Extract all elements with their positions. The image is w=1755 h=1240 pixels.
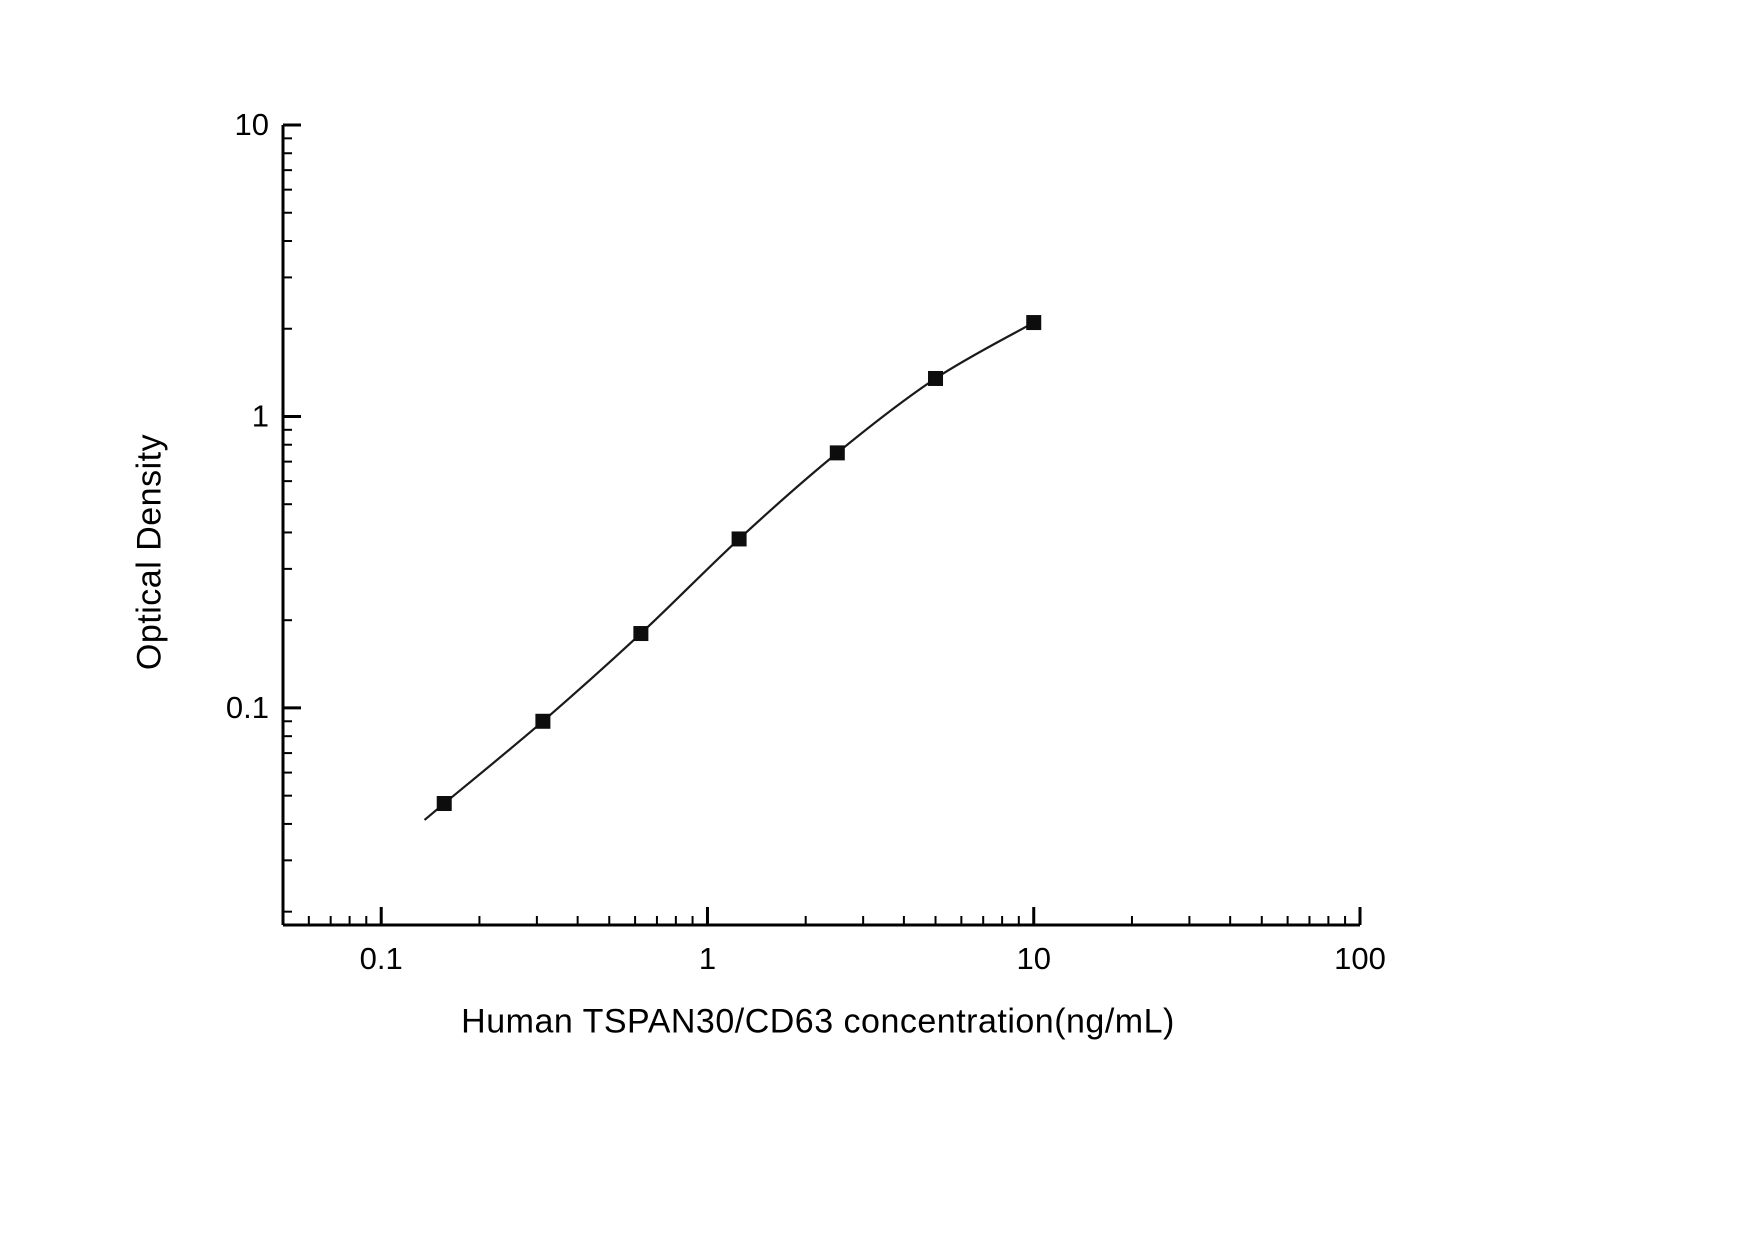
- data-point-marker: [633, 626, 649, 642]
- data-point-marker: [928, 370, 944, 386]
- x-tick-label: 100: [1334, 941, 1386, 976]
- data-point-marker: [436, 796, 452, 812]
- x-tick-label: 0.1: [360, 941, 403, 976]
- x-axis-title: Human TSPAN30/CD63 concentration(ng/mL): [461, 1002, 1175, 1041]
- x-tick-label: 1: [699, 941, 716, 976]
- data-point-marker: [1026, 315, 1042, 331]
- data-point-marker: [731, 531, 747, 547]
- y-axis-title: Optical Density: [130, 433, 169, 671]
- standard-curve-line: [423, 321, 1035, 821]
- y-tick-label: 1: [252, 398, 269, 433]
- data-point-marker: [535, 713, 551, 729]
- y-tick-label: 10: [235, 107, 269, 142]
- data-point-marker: [829, 445, 845, 461]
- x-tick-label: 10: [1016, 941, 1050, 976]
- y-tick-label: 0.1: [226, 690, 269, 725]
